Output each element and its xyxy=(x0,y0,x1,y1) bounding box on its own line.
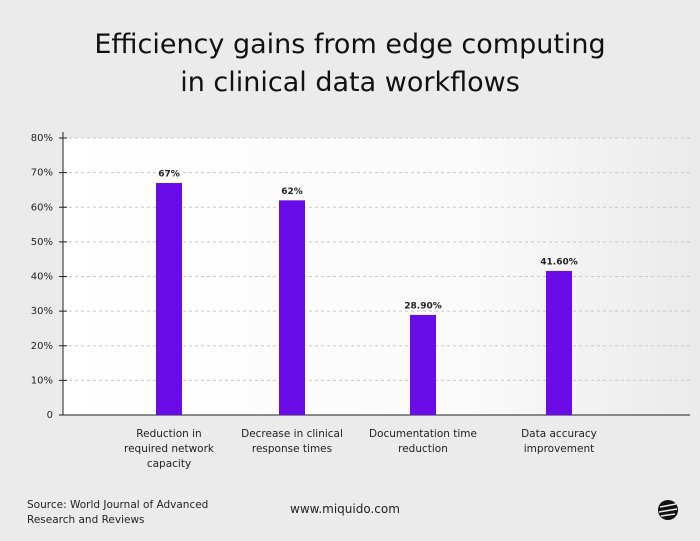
x-tick-label: Reduction in required network capacity xyxy=(124,428,214,470)
y-tick-label: 30% xyxy=(31,306,53,317)
x-tick-label: Data accuracy improvement xyxy=(521,428,597,455)
y-tick-label: 60% xyxy=(31,202,53,213)
bar xyxy=(410,314,436,415)
y-tick-label: 50% xyxy=(31,237,53,248)
x-tick-label: Decrease in clinical response times xyxy=(241,428,343,455)
y-tick-label: 80% xyxy=(31,133,53,144)
data-label: 62% xyxy=(281,187,303,197)
website: www.miquido.com xyxy=(290,502,400,516)
source: Source: World Journal of Advanced Resear… xyxy=(27,499,209,526)
logo xyxy=(658,500,678,520)
y-tick-label: 0 xyxy=(47,410,53,421)
data-label: 28.90% xyxy=(404,301,442,311)
bar xyxy=(156,183,182,415)
data-label: 67% xyxy=(158,170,180,180)
chart-title: Efficiency gains from edge computing in … xyxy=(94,29,606,98)
y-tick-label: 20% xyxy=(31,341,53,352)
y-tick-label: 10% xyxy=(31,375,53,386)
y-tick-label: 40% xyxy=(31,272,53,283)
bar xyxy=(546,270,572,415)
x-tick-label: Documentation time reduction xyxy=(368,428,477,455)
bar xyxy=(279,200,305,415)
data-label: 41.60% xyxy=(540,257,578,267)
y-tick-label: 70% xyxy=(31,168,53,179)
